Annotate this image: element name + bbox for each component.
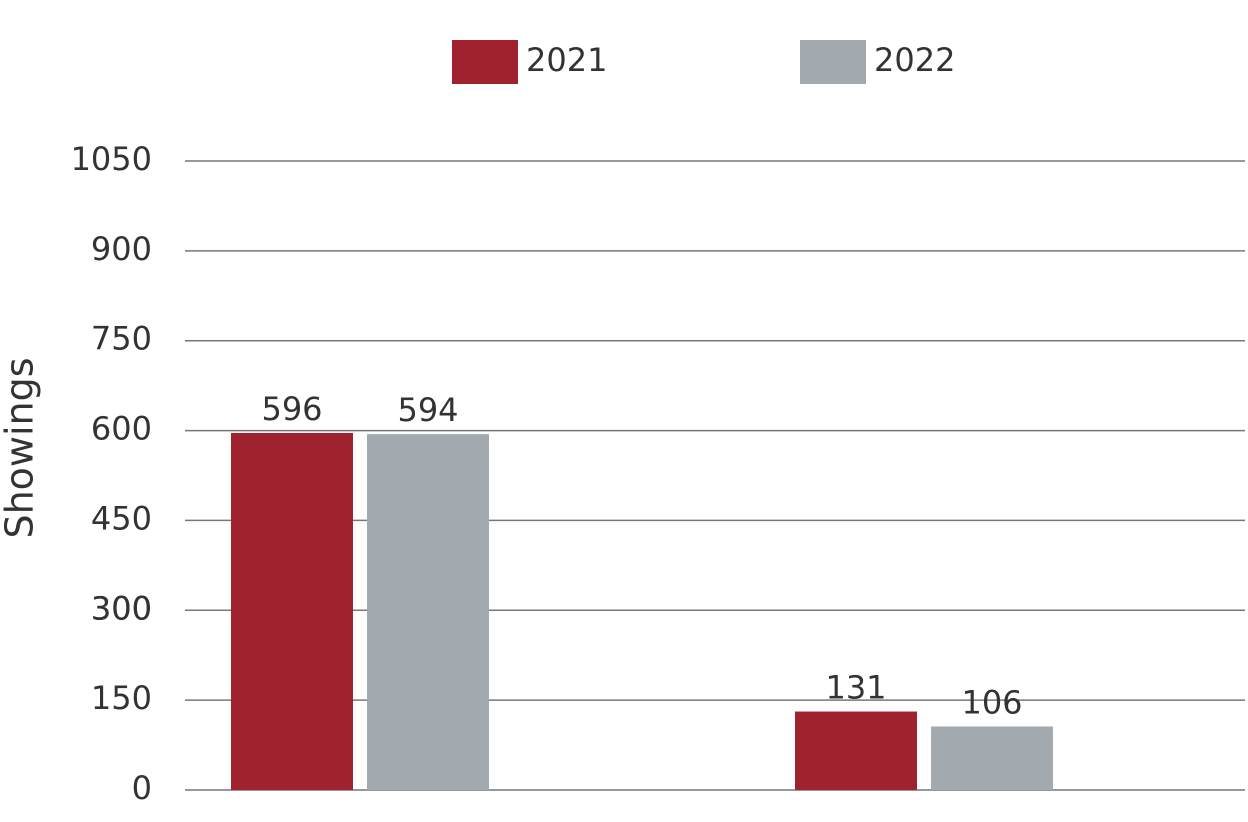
data-label: 131 <box>825 669 886 707</box>
y-tick-label: 150 <box>91 679 152 717</box>
legend-label: 2021 <box>526 41 607 79</box>
data-label: 596 <box>261 390 322 428</box>
bar <box>231 432 353 790</box>
data-label: 106 <box>961 684 1022 722</box>
y-tick-label: 450 <box>91 499 152 537</box>
bar <box>367 434 489 790</box>
y-tick-label: 900 <box>91 230 152 268</box>
y-tick-label: 0 <box>132 769 152 807</box>
y-tick-label: 600 <box>91 410 152 448</box>
data-label: 594 <box>397 391 458 429</box>
y-tick-label: 1050 <box>71 140 152 178</box>
y-axis-label: Showings <box>0 357 42 538</box>
legend-swatch <box>800 40 866 84</box>
legend-label: 2022 <box>874 41 955 79</box>
bar <box>931 726 1053 790</box>
bar <box>795 711 917 790</box>
legend-swatch <box>452 40 518 84</box>
y-tick-label: 300 <box>91 589 152 627</box>
y-tick-label: 750 <box>91 320 152 358</box>
y-tick-label: 300 <box>91 589 152 627</box>
